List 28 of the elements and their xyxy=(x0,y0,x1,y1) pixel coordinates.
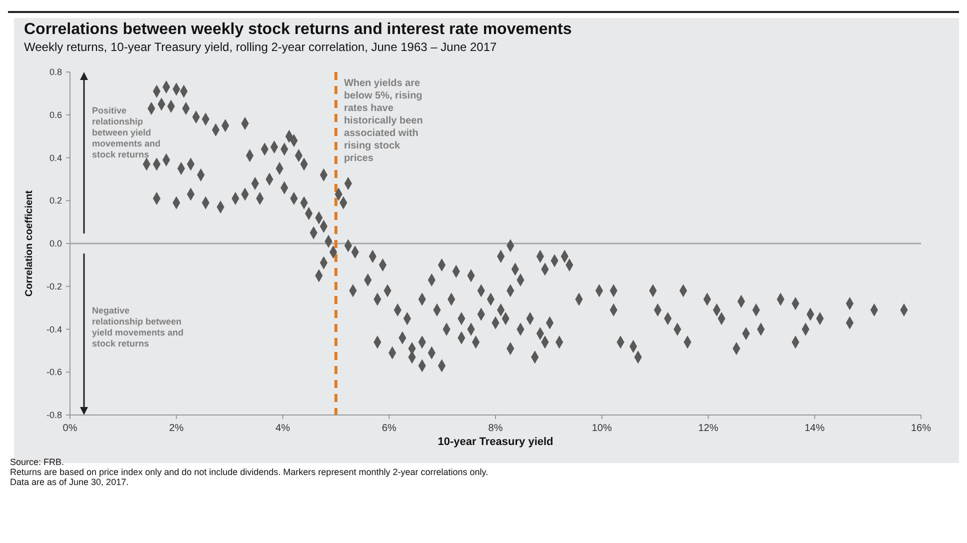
x-tick-label: 4% xyxy=(276,423,290,434)
y-tick-label: -0.4 xyxy=(46,324,62,334)
x-tick-label: 14% xyxy=(804,423,825,434)
x-axis-title: 10-year Treasury yield xyxy=(438,436,554,448)
x-tick-label: 10% xyxy=(592,423,612,434)
chart-subtitle: Weekly returns, 10-year Treasury yield, rolling 2-year correlation, June 1963 – June 2017 xyxy=(24,40,498,54)
x-tick-label: 2% xyxy=(169,423,184,434)
y-tick-label: 0.0 xyxy=(49,238,62,248)
x-tick-label: 16% xyxy=(910,423,932,434)
y-tick-label: 0.6 xyxy=(49,110,62,120)
y-tick-label: 0.2 xyxy=(49,196,62,206)
chart-title: Correlations between weekly stock returns and interest rate movements xyxy=(24,21,572,38)
y-tick-label: -0.2 xyxy=(46,281,62,292)
x-tick-label: 0% xyxy=(62,423,78,434)
ref-line-label: When yields are below 5%, rising rates have historically been associated with rising stock prices xyxy=(344,78,423,164)
y-tick-label: 0.4 xyxy=(49,152,62,163)
y-tick-label: -0.6 xyxy=(46,367,62,378)
text: Returns are based on price index only and do not include dividends. Markers represent monthly 2-year correlations only. xyxy=(10,467,488,477)
annotation: Positive relationship between yield movements and stock returns xyxy=(92,106,161,160)
y-tick-label: -0.8 xyxy=(46,410,62,420)
y-axis-title: Correlation coefficient xyxy=(24,190,35,297)
source-note: Source: FRB. xyxy=(10,457,64,467)
annotation: Negative relationship between yield movements and stock returns xyxy=(92,306,184,348)
x-tick-label: 6% xyxy=(382,423,396,434)
x-tick-label: 12% xyxy=(698,423,718,434)
x-tick-label: 8% xyxy=(488,423,503,434)
y-tick-label: 0.8 xyxy=(49,67,62,77)
text: Data are as of June 30, 2017. xyxy=(10,477,129,487)
